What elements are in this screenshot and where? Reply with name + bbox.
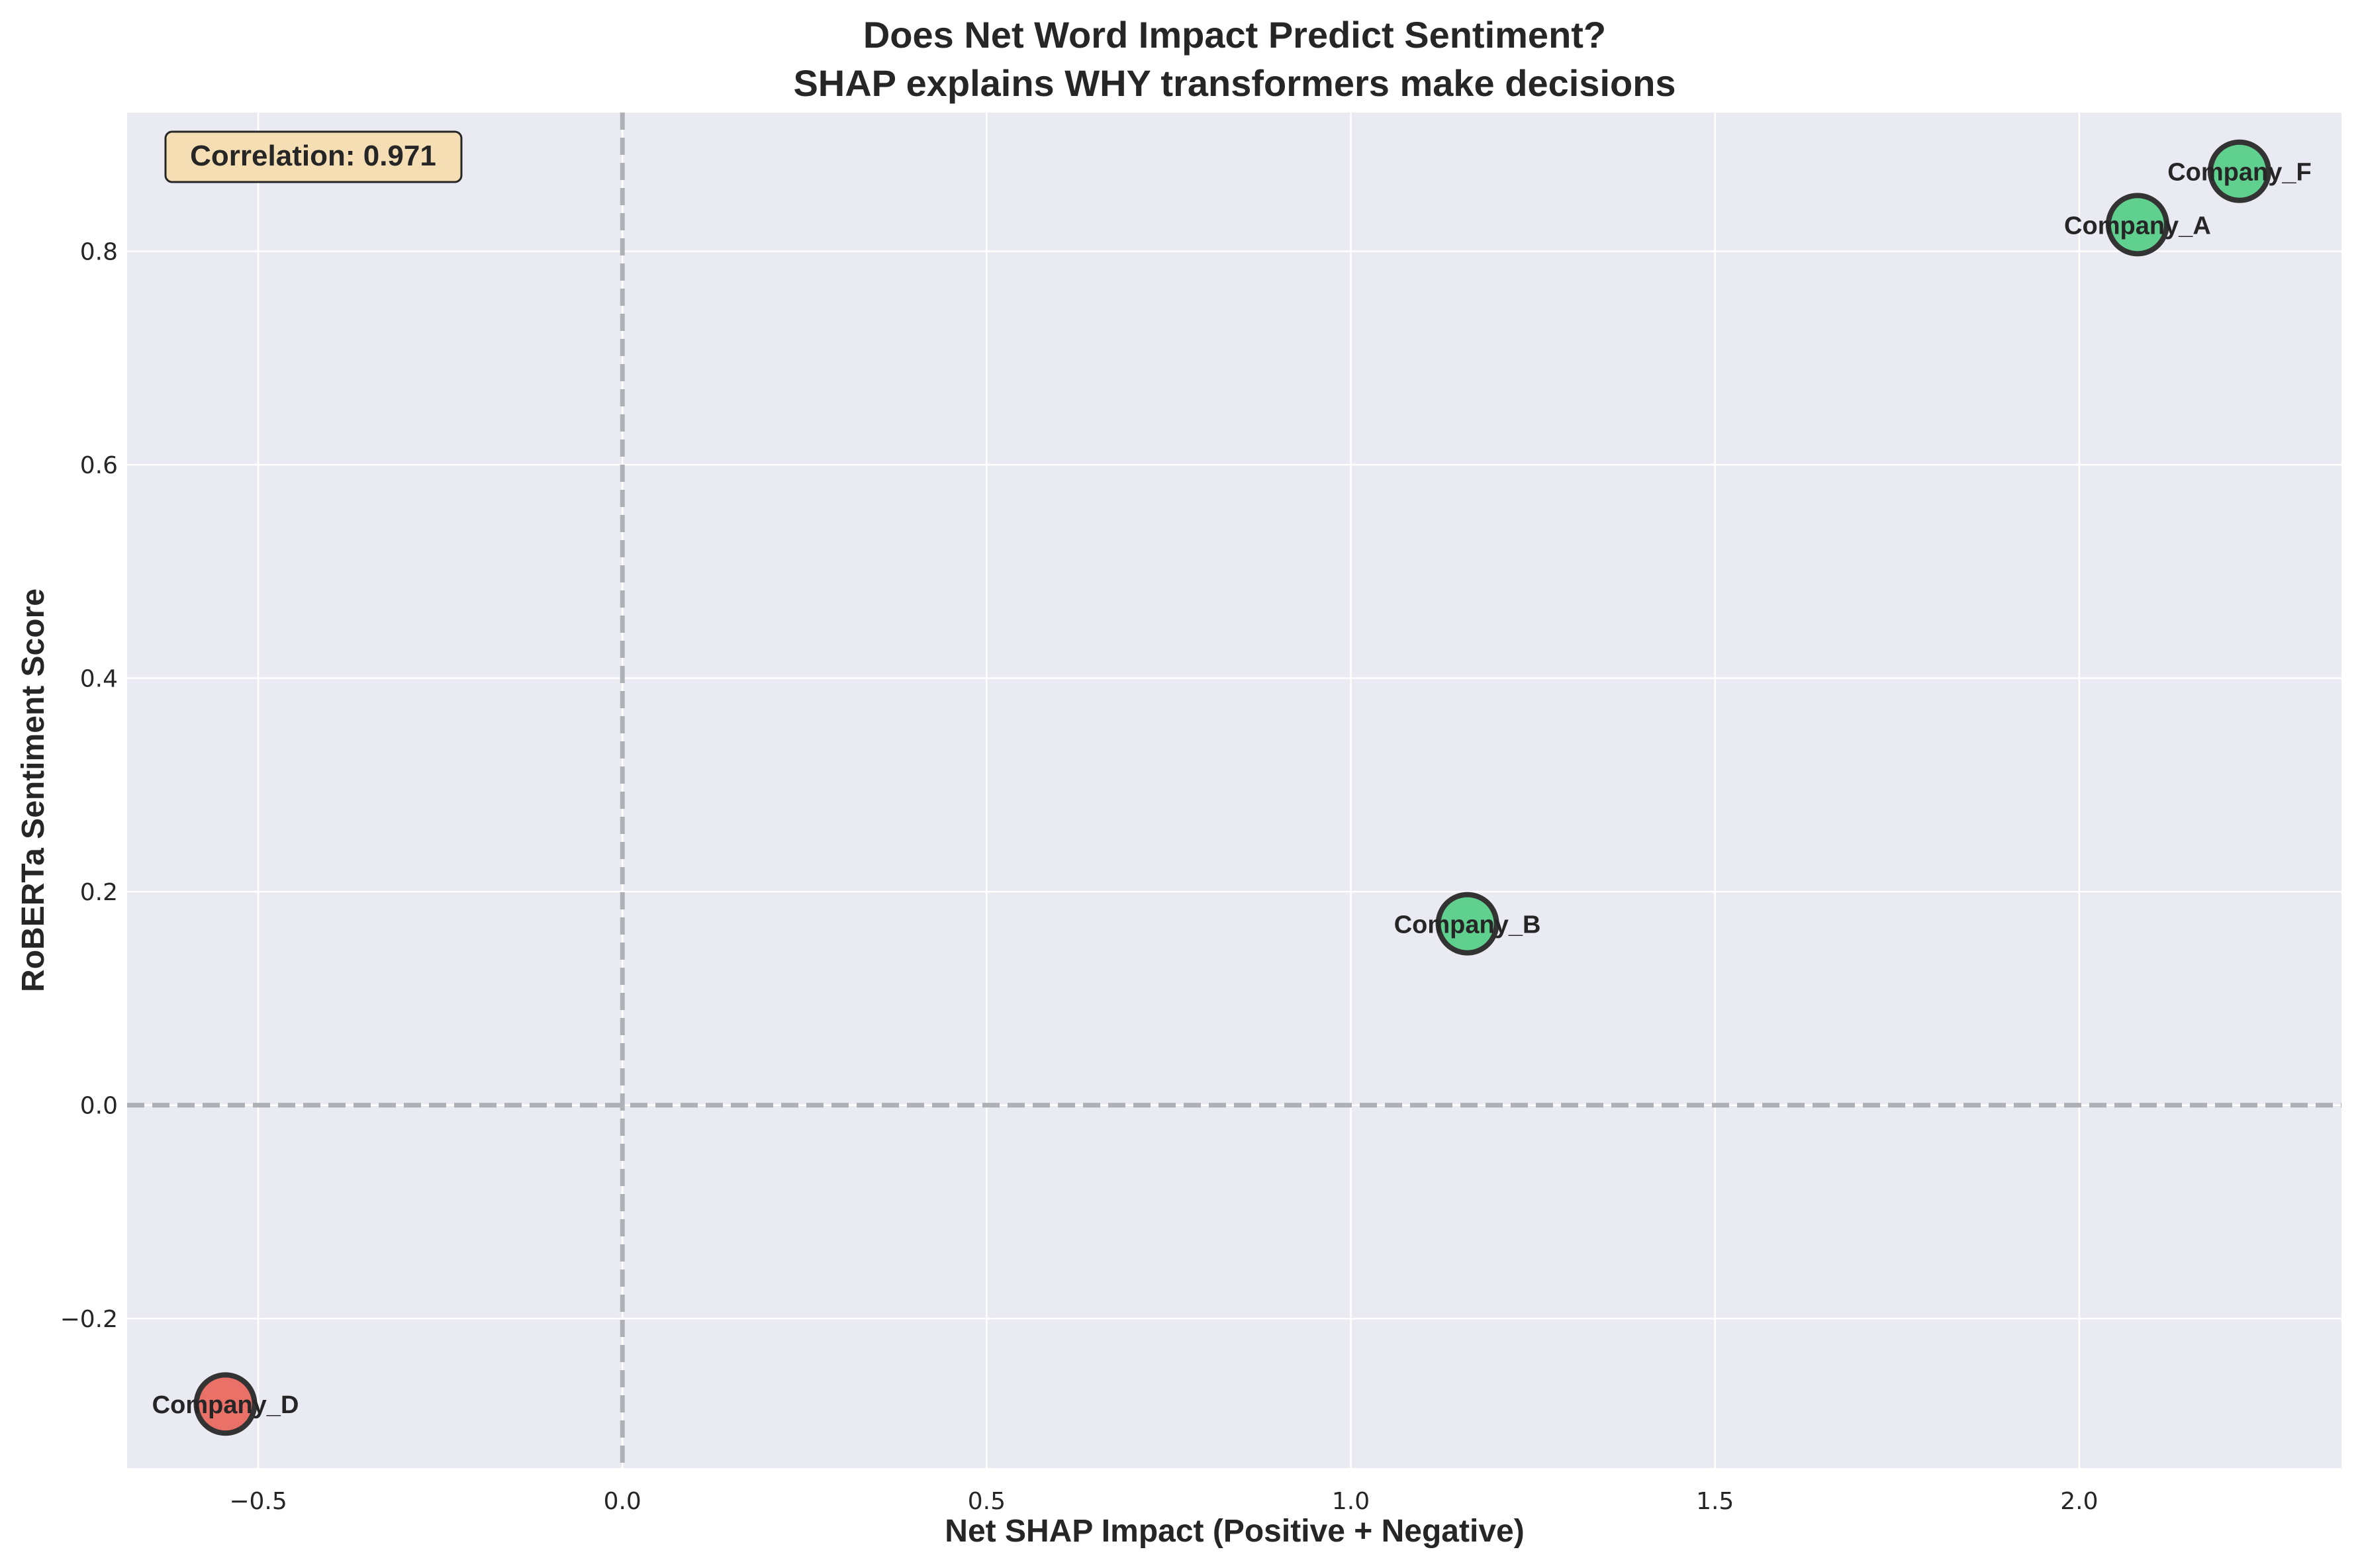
point-label: Company_D xyxy=(152,1391,299,1419)
x-tick-label: 2.0 xyxy=(2060,1488,2098,1515)
correlation-text: Correlation: 0.971 xyxy=(190,140,436,172)
y-tick-label: 0.4 xyxy=(80,666,118,693)
x-tick-label: 0.5 xyxy=(968,1488,1006,1515)
data-points: Company_F Company_A Company_B Company_D xyxy=(152,139,2312,1436)
y-axis-label: RoBERTa Sentiment Score xyxy=(16,588,51,992)
correlation-box xyxy=(164,130,463,183)
plot-area xyxy=(127,113,2341,1468)
point-label: Company_A xyxy=(2064,212,2211,240)
scatter-point xyxy=(1435,892,1499,956)
correlation-annotation: Correlation: 0.971 xyxy=(164,130,463,183)
x-axis-label: Net SHAP Impact (Positive + Negative) xyxy=(945,1514,1524,1549)
axis-ticks: −0.5 0.0 0.5 1.0 1.5 2.0 −0.2 0.0 0.2 0.4 0.6 0.8 xyxy=(60,239,2099,1515)
y-tick-label: −0.2 xyxy=(60,1306,118,1333)
point-label: Company_B xyxy=(1394,911,1541,939)
chart-title-line-1: Does Net Word Impact Predict Sentiment? xyxy=(863,14,1606,56)
y-tick-label: 0.2 xyxy=(80,879,118,906)
x-tick-label: 1.5 xyxy=(1696,1488,1734,1515)
scatter-point xyxy=(193,1372,258,1436)
x-tick-label: 1.0 xyxy=(1332,1488,1370,1515)
x-tick-label: 0.0 xyxy=(604,1488,641,1515)
scatter-point xyxy=(2207,139,2271,203)
y-tick-label: 0.0 xyxy=(80,1093,118,1120)
reference-lines xyxy=(127,113,2341,1468)
y-tick-label: 0.8 xyxy=(80,239,118,266)
chart-title-line-2: SHAP explains WHY transformers make deci… xyxy=(793,62,1676,104)
x-tick-label: −0.5 xyxy=(229,1488,287,1515)
y-tick-label: 0.6 xyxy=(80,452,118,479)
scatter-point xyxy=(2105,193,2169,257)
point-label: Company_F xyxy=(2167,159,2311,187)
